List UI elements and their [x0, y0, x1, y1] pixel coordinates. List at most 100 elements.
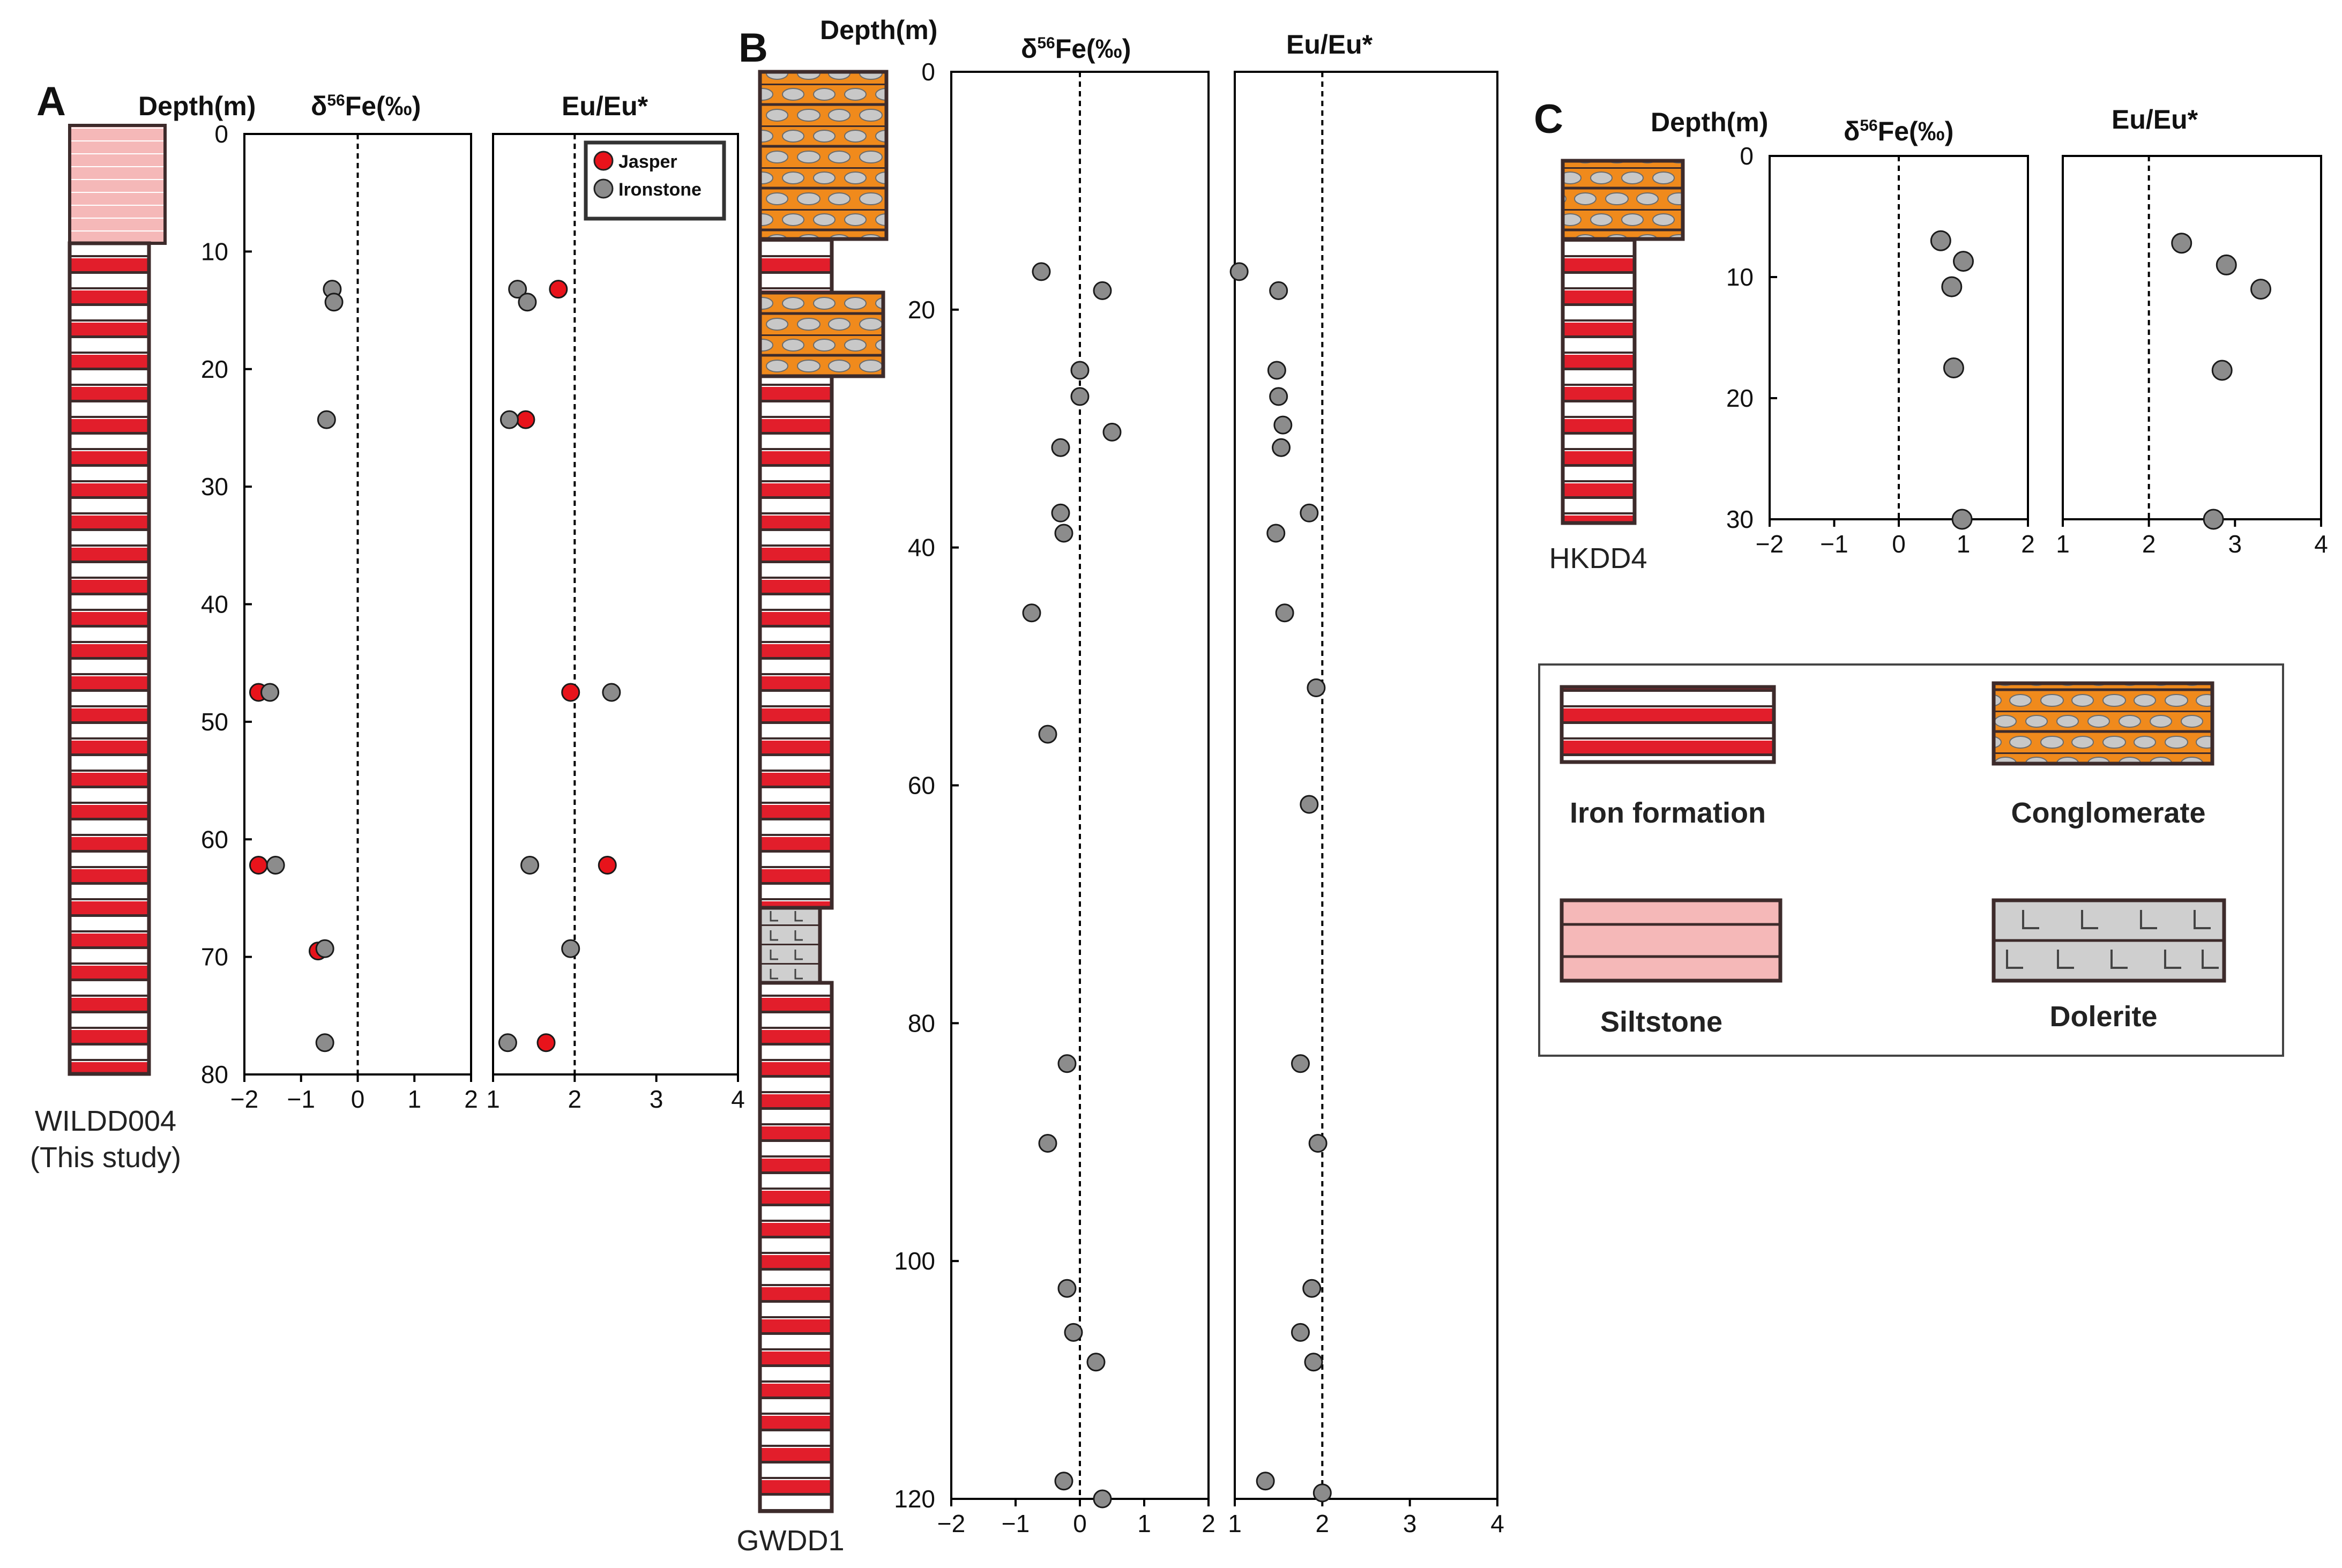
- y-tick-label: 80: [201, 1061, 228, 1088]
- legend-ironstone-marker: [593, 178, 614, 199]
- ironstone-point: [1269, 387, 1288, 406]
- ironstone-point: [1054, 524, 1073, 543]
- jasper-point: [249, 856, 268, 875]
- ironstone-point: [2211, 360, 2233, 381]
- dolerite-mark: [2081, 910, 2098, 929]
- ironstone-point: [1291, 1054, 1310, 1073]
- ironstone-point: [1267, 361, 1286, 380]
- ironstone-point: [1032, 262, 1051, 281]
- y-tick-label: 0: [214, 120, 228, 148]
- ironstone-point: [1070, 387, 1090, 406]
- x-tick-label: −2: [1756, 530, 1784, 558]
- ironstone-point: [1093, 1489, 1112, 1509]
- x-tick-label: 1: [1957, 530, 1971, 558]
- symbol-legend: Jasper Ironstone: [584, 140, 726, 221]
- core-a-note: (This study): [30, 1141, 181, 1174]
- panel-b-eu-title: Eu/Eu*: [1286, 29, 1373, 59]
- y-tick-label: 100: [894, 1247, 935, 1275]
- jasper-point: [549, 280, 568, 299]
- plot-a-eu: 1 2 3 4: [486, 133, 745, 1113]
- x-tick-label: 2: [1202, 1510, 1215, 1537]
- ironstone-point: [1300, 503, 1319, 522]
- ironstone-point: [315, 1033, 334, 1052]
- x-tick-label: 2: [2021, 530, 2035, 558]
- ironstone-point: [1304, 1353, 1323, 1372]
- y-tick-label: 40: [908, 534, 935, 562]
- ironstone-point: [2171, 233, 2192, 254]
- core-a-name: WILDD004: [35, 1105, 176, 1137]
- x-tick-label: 0: [351, 1085, 365, 1113]
- jasper-point: [561, 683, 580, 702]
- core-b-name: GWDD1: [737, 1525, 845, 1557]
- y-tick-label: 60: [201, 825, 228, 853]
- x-tick-label: 1: [2056, 530, 2070, 558]
- panel-c-eu-title: Eu/Eu*: [2112, 104, 2198, 135]
- x-tick-label: 0: [1073, 1510, 1087, 1537]
- panel-b-depth-title: Depth(m): [820, 15, 937, 45]
- panel-b-fe-title-rest: Fe(‰): [1055, 34, 1131, 64]
- ironstone-point: [1275, 603, 1294, 623]
- ironstone-point: [1951, 509, 1973, 530]
- ironstone-point: [498, 1033, 517, 1052]
- panel-a-letter: A: [36, 79, 66, 124]
- ironstone-point: [1086, 1353, 1106, 1372]
- ironstone-point: [561, 939, 580, 958]
- panel-a-eu-title: Eu/Eu*: [562, 91, 648, 121]
- ironstone-point: [1051, 503, 1070, 522]
- column-b-iron-formation-2: [758, 374, 834, 910]
- legend-jasper-label: Jasper: [618, 152, 677, 172]
- panel-c-fe-title: δ56Fe(‰): [1844, 116, 1953, 146]
- x-tick-label: 4: [2314, 530, 2328, 558]
- ironstone-point: [1300, 795, 1319, 814]
- panel-c-fe-title-super: 56: [1860, 117, 1877, 135]
- dolerite-mark: [2022, 910, 2039, 929]
- ironstone-point: [2203, 509, 2224, 530]
- x-tick-label: 2: [568, 1085, 582, 1113]
- y-tick-label: 0: [921, 58, 935, 86]
- dolerite-mark: [2057, 950, 2074, 969]
- dolerite-mark: [2194, 910, 2211, 929]
- ironstone-point: [2216, 254, 2237, 275]
- panel-c-fe-title-delta: δ: [1844, 116, 1860, 146]
- jasper-point: [516, 410, 535, 429]
- x-tick-label: 2: [1316, 1510, 1330, 1537]
- ironstone-point: [1307, 678, 1326, 698]
- ironstone-point: [315, 939, 334, 958]
- ironstone-point: [1057, 1054, 1077, 1073]
- ironstone-point: [1038, 725, 1057, 744]
- ironstone-point: [1229, 262, 1249, 281]
- ironstone-point: [1302, 1279, 1322, 1298]
- panel-a: A Depth(m) δ56Fe(‰) Eu/Eu* WILDD004 (Thi…: [30, 79, 745, 1174]
- ironstone-point: [1093, 281, 1112, 300]
- lithology-legend: Iron formation Conglomerate Siltstone Do…: [1538, 663, 2284, 1057]
- ironstone-point: [1022, 603, 1041, 623]
- y-tick-label: 60: [908, 772, 935, 800]
- x-tick-label: 4: [1490, 1510, 1504, 1537]
- legend-iron-swatch: [1560, 685, 1776, 764]
- legend-siltstone-label: Siltstone: [1600, 1006, 1722, 1038]
- x-tick-label: 2: [464, 1085, 478, 1113]
- ironstone-point: [1054, 1472, 1073, 1491]
- column-b-iron-formation-3: [758, 981, 834, 1513]
- ironstone-point: [1308, 1133, 1327, 1153]
- y-tick-label: 10: [201, 237, 228, 265]
- y-tick-label: 80: [908, 1009, 935, 1037]
- legend-iron-label: Iron formation: [1570, 797, 1766, 829]
- dolerite-mark: [2140, 910, 2157, 929]
- column-c-conglomerate: [1561, 159, 1685, 241]
- ironstone-point: [1953, 251, 1974, 272]
- ironstone-point: [1051, 438, 1070, 457]
- ironstone-point: [1038, 1133, 1057, 1153]
- panel-c: C Depth(m) δ56Fe(‰) Eu/Eu* HKDD4 −2 −1 0 1 2…: [1534, 96, 2328, 574]
- panel-c-fe-title-rest: Fe(‰): [1878, 116, 1954, 146]
- column-a-siltstone: [68, 124, 167, 245]
- y-tick-label: 30: [201, 473, 228, 501]
- y-tick-label: 20: [201, 355, 228, 383]
- x-tick-label: 0: [1892, 530, 1906, 558]
- legend-siltstone-swatch: [1560, 898, 1782, 983]
- stratigraphic-column-c: [1561, 159, 1685, 525]
